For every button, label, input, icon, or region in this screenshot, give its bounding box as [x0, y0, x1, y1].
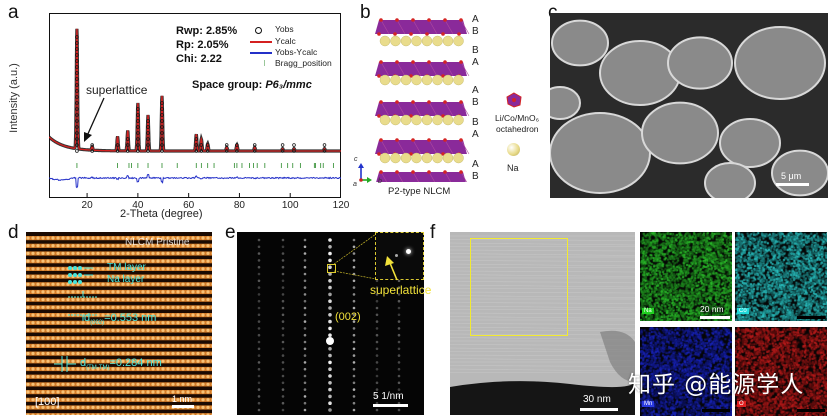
stacking-label: A	[472, 159, 479, 170]
zone-axis-label: [100]	[35, 396, 59, 408]
axis-a-label: a	[353, 181, 357, 188]
stacking-label: B	[472, 26, 479, 37]
stacking-label: A	[472, 57, 479, 68]
eds-tag-mn: Mn	[642, 401, 654, 407]
stacking-label: B	[472, 45, 479, 56]
annotation-arrow-icon	[80, 96, 110, 146]
d002-label: d(002)=0.553 nm	[84, 312, 156, 326]
sem-scale-label: 5 μm	[781, 171, 801, 181]
stacking-label: A	[472, 14, 479, 25]
x-tick-label: 100	[282, 200, 299, 211]
legend-diff-line	[250, 52, 272, 54]
stem-f-scale-label: 30 nm	[583, 394, 611, 405]
stem-f-scale-bar	[580, 408, 618, 411]
eds-map-co: Co	[735, 232, 827, 321]
panel-label-d: d	[8, 222, 19, 244]
eds-tag-na: Na	[642, 308, 654, 314]
stat-rp: Rp: 2.05%	[176, 38, 229, 52]
stacking-label: B	[472, 171, 479, 182]
legend-ycalc: Ycalc	[275, 36, 296, 47]
stem-scale-label: 1 nm	[172, 394, 192, 404]
x-tick-label: 80	[234, 200, 245, 211]
na-layer-label: Na layer	[107, 274, 144, 285]
axis-b-label: b	[378, 178, 382, 185]
octahedron-icon	[506, 92, 522, 108]
saed-scale-label: 5 1/nm	[373, 391, 404, 402]
legend-octahedron-2: octahedron	[496, 124, 539, 134]
stacking-label: A	[472, 129, 479, 140]
superlattice-arrow-icon	[383, 254, 403, 282]
stacking-label: A	[472, 85, 479, 96]
eds-scale-label: 20 nm	[700, 304, 724, 314]
legend-diff: Yobs-Ycalc	[275, 47, 317, 58]
panel-label-b: b	[360, 2, 371, 24]
stat-chi: Chi: 2.22	[176, 52, 222, 66]
stacking-label: B	[472, 97, 479, 108]
watermark: 知乎 @能源学人	[628, 365, 804, 399]
legend-yobs: Yobs	[275, 24, 294, 35]
legend-bragg-tick	[264, 60, 265, 66]
space-group: Space group: P6₃/mmc	[192, 79, 312, 91]
main-spot	[406, 249, 411, 254]
x-axis-label: 2-Theta (degree)	[120, 208, 203, 220]
eds-scale-bar	[797, 409, 825, 412]
crystal-structure	[375, 12, 470, 182]
panel-label-f: f	[430, 222, 435, 244]
panel-label-e: e	[225, 222, 236, 244]
eds-scale-bar	[797, 316, 825, 319]
eds-scale-bar	[702, 409, 730, 412]
y-axis-label: Intensity (a.u.)	[4, 40, 22, 160]
stacking-label: B	[472, 117, 479, 128]
legend-octahedron: Li/Co/MnO₆	[495, 113, 539, 123]
legend-bragg: Bragg_position	[275, 58, 332, 69]
eds-map-na: Na 20 nm	[640, 232, 732, 321]
eds-scale-bar	[700, 316, 730, 319]
na-atom-icon	[507, 143, 520, 156]
eds-region-box	[470, 238, 568, 336]
saed-superlattice-label: superlattice	[370, 283, 431, 297]
legend-ycalc-line	[250, 41, 272, 43]
tm-tm-marker-icon	[52, 354, 82, 374]
structure-caption: P2-type NLCM	[388, 186, 450, 197]
stem-scale-bar	[172, 405, 194, 408]
x-tick-label: 120	[333, 200, 350, 211]
legend-yobs-marker	[255, 27, 262, 34]
tm-layer-label: TM layer	[107, 262, 146, 273]
axis-c-label: c	[354, 156, 358, 163]
superlattice-annotation: superlattice	[86, 83, 147, 97]
stat-rwp: Rwp: 2.85%	[176, 24, 237, 38]
saed-index-label: (002)	[335, 311, 361, 323]
x-tick-label: 20	[82, 200, 93, 211]
panel-label-a: a	[8, 2, 19, 24]
eds-tag-o: O	[737, 401, 746, 407]
sem-scale-bar	[776, 183, 809, 186]
eds-noise	[735, 232, 827, 321]
eds-tag-co: Co	[737, 308, 749, 314]
dtm-label: d(TM-TM)=0.284 nm	[80, 357, 162, 371]
legend-na: Na	[507, 163, 519, 173]
saed-scale-bar	[373, 404, 408, 407]
stem-title: NLCM Pristine	[125, 237, 189, 248]
